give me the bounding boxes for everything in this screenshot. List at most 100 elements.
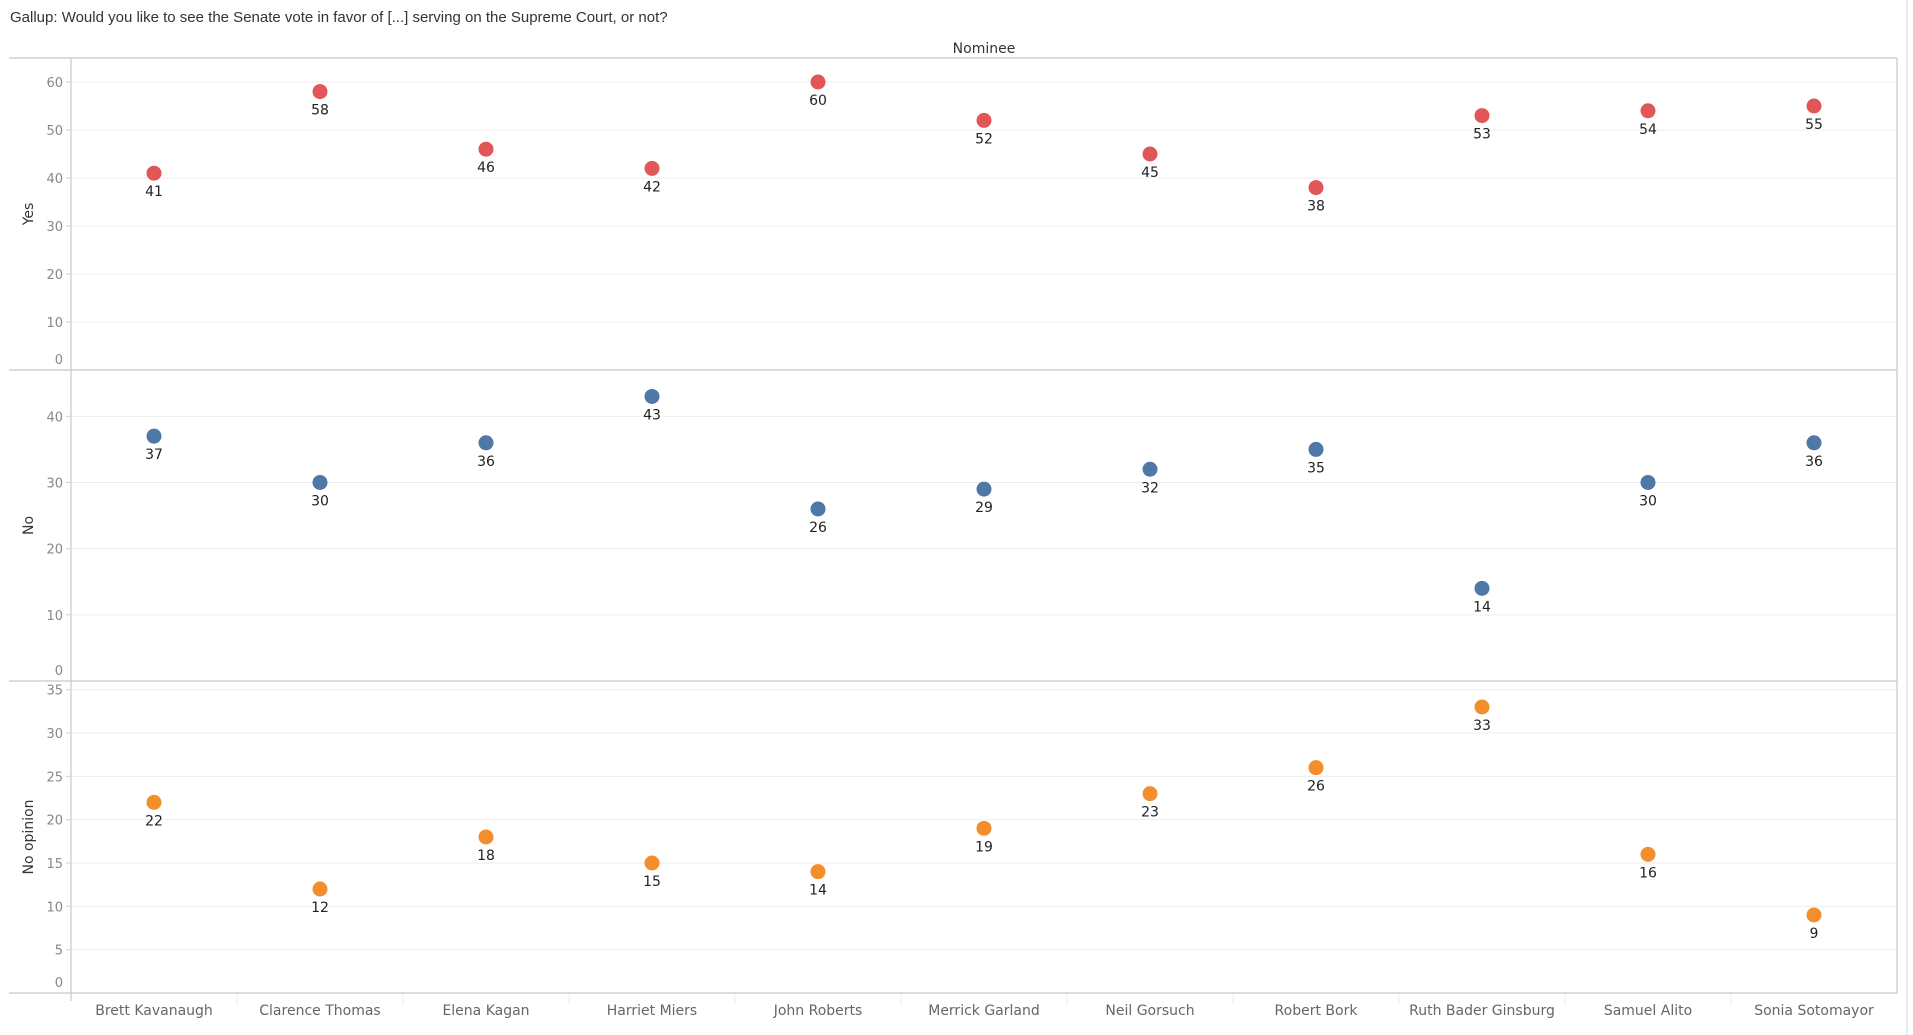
data-label-yes-harriet-miers: 42 [643, 179, 661, 195]
data-label-no-opinion-samuel-alito: 16 [1639, 865, 1657, 881]
y-tick-label-no-opinion-15: 15 [46, 857, 63, 872]
data-label-yes-brett-kavanaugh: 41 [145, 184, 163, 200]
data-label-no-ruth-bader-ginsburg: 14 [1473, 599, 1491, 615]
panel-frames [9, 0, 1908, 1035]
point-no-opinion-neil-gorsuch[interactable] [1142, 786, 1158, 802]
point-yes-merrick-garland[interactable] [976, 112, 992, 128]
data-label-no-merrick-garland: 29 [975, 500, 993, 516]
y-tick-label-no-opinion-10: 10 [46, 900, 63, 915]
y-tick-label-no-opinion-20: 20 [46, 814, 63, 829]
data-label-no-opinion-john-roberts: 14 [809, 883, 827, 899]
data-labels: 41 58 46 42 60 52 45 38 53 54 55 37 30 36 43 26 29 32 35 14… [145, 93, 1823, 942]
point-no-opinion-merrick-garland[interactable] [976, 820, 992, 836]
x-label-robert-bork: Robert Bork [1275, 1003, 1359, 1019]
point-no-ruth-bader-ginsburg[interactable] [1474, 580, 1490, 596]
x-label-john-roberts: John Roberts [773, 1003, 863, 1019]
row-label-no-opinion: No opinion [21, 799, 37, 874]
data-label-yes-neil-gorsuch: 45 [1141, 165, 1159, 181]
y-tick-label-no-opinion-25: 25 [46, 770, 63, 785]
data-label-no-opinion-elena-kagan: 18 [477, 848, 495, 864]
data-label-yes-samuel-alito: 54 [1639, 122, 1657, 138]
data-label-no-harriet-miers: 43 [643, 407, 661, 423]
data-label-yes-sonia-sotomayor: 55 [1805, 117, 1823, 133]
x-label-clarence-thomas: Clarence Thomas [259, 1003, 380, 1019]
y-tick-label-yes-40: 40 [46, 172, 63, 187]
data-label-yes-elena-kagan: 46 [477, 160, 495, 176]
data-label-no-opinion-brett-kavanaugh: 22 [145, 813, 163, 829]
point-yes-samuel-alito[interactable] [1640, 103, 1656, 119]
point-no-merrick-garland[interactable] [976, 481, 992, 497]
point-no-opinion-john-roberts[interactable] [810, 864, 826, 880]
point-yes-harriet-miers[interactable] [644, 160, 660, 176]
data-label-yes-clarence-thomas: 58 [311, 103, 329, 119]
point-no-samuel-alito[interactable] [1640, 474, 1656, 490]
y-tick-label-no-30: 30 [46, 476, 63, 491]
point-no-opinion-sonia-sotomayor[interactable] [1806, 907, 1822, 923]
y-tick-label-no-opinion-5: 5 [55, 944, 63, 959]
point-yes-brett-kavanaugh[interactable] [146, 165, 162, 181]
y-tick-label-yes-60: 60 [46, 76, 63, 91]
data-label-no-opinion-clarence-thomas: 12 [311, 900, 329, 916]
data-label-no-robert-bork: 35 [1307, 460, 1325, 476]
point-no-elena-kagan[interactable] [478, 435, 494, 451]
y-tick-label-no-opinion-0: 0 [55, 976, 63, 991]
data-points [146, 74, 1822, 923]
point-no-opinion-harriet-miers[interactable] [644, 855, 660, 871]
data-label-yes-robert-bork: 38 [1307, 199, 1325, 215]
y-tick-label-yes-50: 50 [46, 124, 63, 139]
x-label-brett-kavanaugh: Brett Kavanaugh [95, 1003, 213, 1019]
point-no-opinion-robert-bork[interactable] [1308, 760, 1324, 776]
y-tick-label-no-10: 10 [46, 609, 63, 624]
point-no-opinion-clarence-thomas[interactable] [312, 881, 328, 897]
y-tick-label-no-opinion-35: 35 [46, 684, 63, 699]
point-yes-robert-bork[interactable] [1308, 180, 1324, 196]
point-yes-john-roberts[interactable] [810, 74, 826, 90]
data-label-no-opinion-robert-bork: 26 [1307, 779, 1325, 795]
data-label-yes-merrick-garland: 52 [975, 131, 993, 147]
point-no-brett-kavanaugh[interactable] [146, 428, 162, 444]
data-label-no-samuel-alito: 30 [1639, 493, 1657, 509]
data-label-no-opinion-sonia-sotomayor: 9 [1810, 926, 1819, 942]
point-no-harriet-miers[interactable] [644, 388, 660, 404]
y-tick-label-no-0: 0 [55, 664, 63, 679]
column-header-nominee: Nominee [953, 41, 1016, 57]
x-label-elena-kagan: Elena Kagan [442, 1003, 529, 1019]
data-label-no-brett-kavanaugh: 37 [145, 447, 163, 463]
row-label-no: No [21, 516, 37, 535]
y-tick-label-yes-10: 10 [46, 316, 63, 331]
point-no-opinion-ruth-bader-ginsburg[interactable] [1474, 699, 1490, 715]
x-label-samuel-alito: Samuel Alito [1604, 1003, 1692, 1019]
point-no-robert-bork[interactable] [1308, 441, 1324, 457]
point-no-neil-gorsuch[interactable] [1142, 461, 1158, 477]
chart-title: Gallup: Would you like to see the Senate… [10, 9, 668, 26]
point-yes-ruth-bader-ginsburg[interactable] [1474, 108, 1490, 124]
data-label-no-opinion-ruth-bader-ginsburg: 33 [1473, 718, 1491, 734]
x-label-sonia-sotomayor: Sonia Sotomayor [1754, 1003, 1874, 1019]
data-label-no-clarence-thomas: 30 [311, 493, 329, 509]
point-no-opinion-samuel-alito[interactable] [1640, 846, 1656, 862]
data-label-no-opinion-neil-gorsuch: 23 [1141, 805, 1159, 821]
data-label-no-opinion-merrick-garland: 19 [975, 839, 993, 855]
point-yes-sonia-sotomayor[interactable] [1806, 98, 1822, 114]
point-no-clarence-thomas[interactable] [312, 474, 328, 490]
y-tick-label-no-opinion-30: 30 [46, 727, 63, 742]
y-tick-label-yes-30: 30 [46, 220, 63, 235]
point-yes-neil-gorsuch[interactable] [1142, 146, 1158, 162]
x-label-merrick-garland: Merrick Garland [928, 1003, 1040, 1019]
point-no-opinion-elena-kagan[interactable] [478, 829, 494, 845]
data-label-yes-ruth-bader-ginsburg: 53 [1473, 127, 1491, 143]
data-label-yes-john-roberts: 60 [809, 93, 827, 109]
y-tick-label-no-20: 20 [46, 543, 63, 558]
y-tick-label-yes-20: 20 [46, 268, 63, 283]
point-no-john-roberts[interactable] [810, 501, 826, 517]
point-yes-elena-kagan[interactable] [478, 141, 494, 157]
point-no-sonia-sotomayor[interactable] [1806, 435, 1822, 451]
x-axis-labels: Brett Kavanaugh Clarence Thomas Elena Kaga… [95, 1003, 1874, 1019]
y-tick-label-yes-0: 0 [55, 353, 63, 368]
point-yes-clarence-thomas[interactable] [312, 84, 328, 100]
point-no-opinion-brett-kavanaugh[interactable] [146, 794, 162, 810]
data-label-no-neil-gorsuch: 32 [1141, 480, 1159, 496]
x-label-ruth-bader-ginsburg: Ruth Bader Ginsburg [1409, 1003, 1555, 1019]
x-label-harriet-miers: Harriet Miers [607, 1003, 697, 1019]
